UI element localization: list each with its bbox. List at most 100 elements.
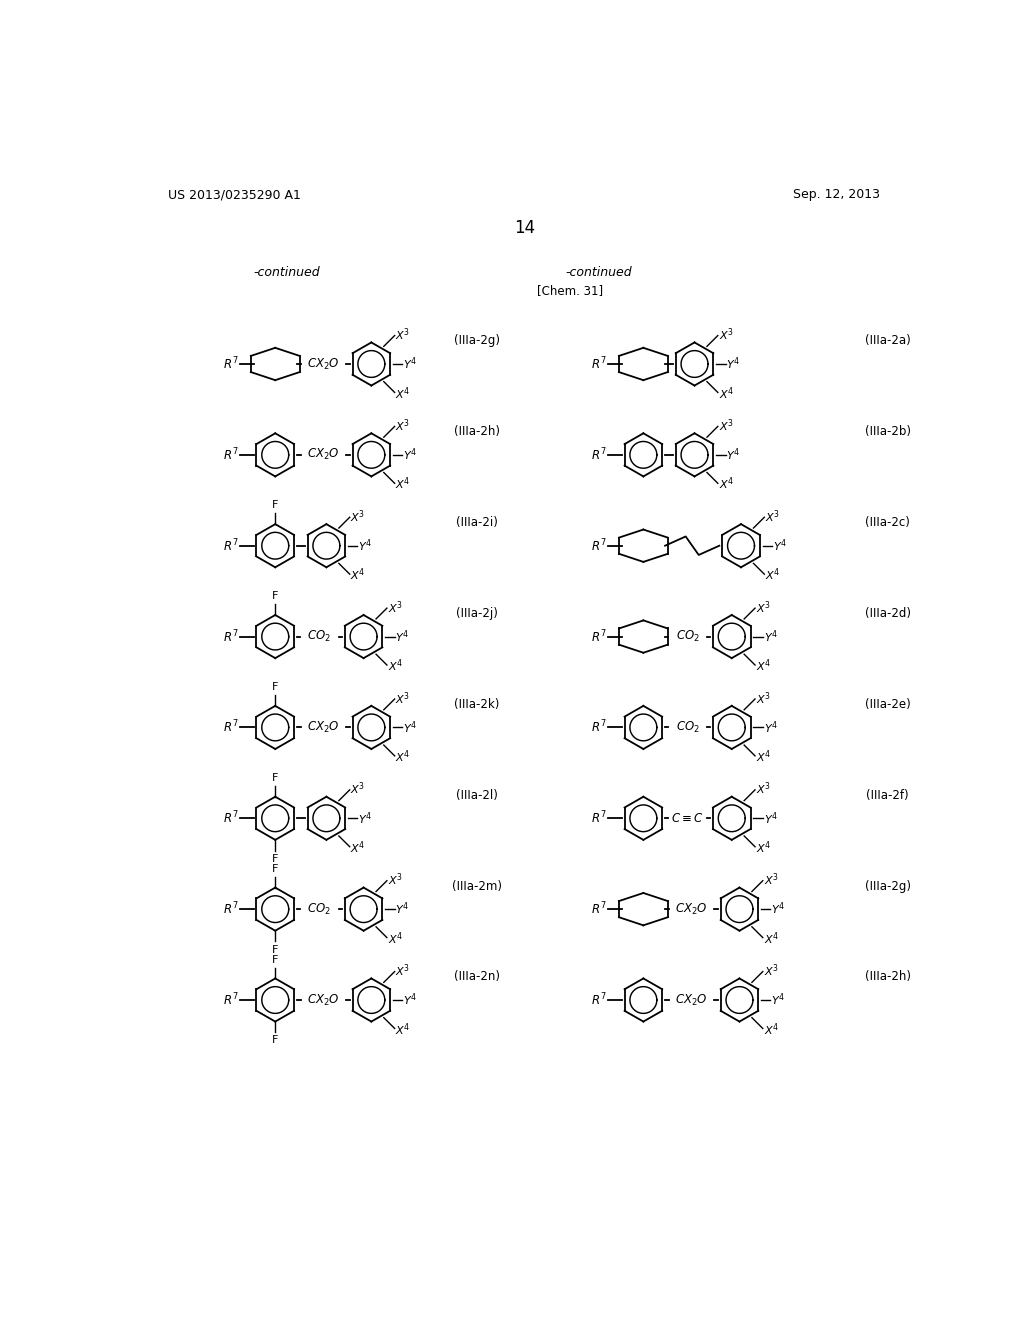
Text: $R^7$: $R^7$ [591, 900, 606, 917]
Text: $R^7$: $R^7$ [222, 355, 238, 372]
Text: F: F [272, 954, 279, 965]
Text: (IIIa-2l): (IIIa-2l) [456, 788, 498, 801]
Text: $R^7$: $R^7$ [222, 719, 238, 735]
Text: $CX_2O$: $CX_2O$ [307, 719, 340, 735]
Text: $X^4$: $X^4$ [756, 840, 771, 855]
Text: $CX_2O$: $CX_2O$ [307, 447, 340, 462]
Text: F: F [272, 863, 279, 874]
Text: F: F [272, 1035, 279, 1045]
Text: $Y^4$: $Y^4$ [395, 900, 410, 917]
Text: F: F [272, 854, 279, 863]
Text: $CO_2$: $CO_2$ [307, 902, 332, 916]
Text: (IIIa-2h): (IIIa-2h) [864, 970, 910, 983]
Text: $Y^4$: $Y^4$ [726, 355, 740, 372]
Text: [Chem. 31]: [Chem. 31] [537, 284, 603, 297]
Text: $X^4$: $X^4$ [756, 748, 771, 766]
Text: (IIIa-2j): (IIIa-2j) [456, 607, 498, 620]
Text: $Y^4$: $Y^4$ [771, 900, 785, 917]
Text: $CX_2O$: $CX_2O$ [307, 993, 340, 1007]
Text: $X^4$: $X^4$ [756, 657, 771, 675]
Text: $X^3$: $X^3$ [756, 690, 771, 706]
Text: $CO_2$: $CO_2$ [307, 630, 332, 644]
Text: $R^7$: $R^7$ [222, 900, 238, 917]
Text: Sep. 12, 2013: Sep. 12, 2013 [793, 187, 880, 201]
Text: $R^7$: $R^7$ [591, 991, 606, 1008]
Text: (IIIa-2m): (IIIa-2m) [452, 879, 502, 892]
Text: F: F [272, 591, 279, 601]
Text: (IIIa-2b): (IIIa-2b) [864, 425, 910, 438]
Text: $R^7$: $R^7$ [591, 810, 606, 826]
Text: (IIIa-2h): (IIIa-2h) [454, 425, 500, 438]
Text: (IIIa-2a): (IIIa-2a) [864, 334, 910, 347]
Text: $X^3$: $X^3$ [388, 871, 402, 888]
Text: $X^4$: $X^4$ [719, 385, 734, 401]
Text: US 2013/0235290 A1: US 2013/0235290 A1 [168, 187, 301, 201]
Text: $Y^4$: $Y^4$ [771, 991, 785, 1008]
Text: (IIIa-2g): (IIIa-2g) [864, 879, 910, 892]
Text: $Y^4$: $Y^4$ [764, 628, 777, 645]
Text: $Y^4$: $Y^4$ [395, 628, 410, 645]
Text: $Y^4$: $Y^4$ [403, 446, 417, 463]
Text: $Y^4$: $Y^4$ [358, 537, 373, 554]
Text: $R^7$: $R^7$ [222, 810, 238, 826]
Text: $R^7$: $R^7$ [222, 991, 238, 1008]
Text: $R^7$: $R^7$ [591, 628, 606, 645]
Text: $X^3$: $X^3$ [395, 690, 411, 706]
Text: $X^4$: $X^4$ [764, 1020, 779, 1038]
Text: $R^7$: $R^7$ [222, 628, 238, 645]
Text: (IIIa-2e): (IIIa-2e) [864, 698, 910, 711]
Text: $X^4$: $X^4$ [764, 931, 779, 946]
Text: $X^3$: $X^3$ [719, 417, 734, 434]
Text: $X^4$: $X^4$ [388, 657, 403, 675]
Text: $X^4$: $X^4$ [350, 840, 366, 855]
Text: (IIIa-2c): (IIIa-2c) [865, 516, 910, 529]
Text: -continued: -continued [566, 265, 633, 279]
Text: $R^7$: $R^7$ [591, 719, 606, 735]
Text: (IIIa-2i): (IIIa-2i) [456, 516, 498, 529]
Text: F: F [272, 682, 279, 692]
Text: (IIIa-2f): (IIIa-2f) [866, 788, 909, 801]
Text: $X^4$: $X^4$ [395, 475, 411, 492]
Text: F: F [272, 500, 279, 511]
Text: $CX_2O$: $CX_2O$ [307, 356, 340, 371]
Text: $Y^4$: $Y^4$ [403, 991, 417, 1008]
Text: $X^3$: $X^3$ [764, 962, 778, 979]
Text: $X^3$: $X^3$ [395, 962, 411, 979]
Text: $X^4$: $X^4$ [350, 566, 366, 583]
Text: $X^4$: $X^4$ [395, 1020, 411, 1038]
Text: $X^3$: $X^3$ [765, 508, 780, 525]
Text: $X^4$: $X^4$ [395, 385, 411, 401]
Text: (IIIa-2g): (IIIa-2g) [454, 334, 500, 347]
Text: $Y^4$: $Y^4$ [358, 810, 373, 826]
Text: $X^3$: $X^3$ [756, 599, 771, 615]
Text: $R^7$: $R^7$ [591, 537, 606, 554]
Text: $R^7$: $R^7$ [591, 446, 606, 463]
Text: $X^3$: $X^3$ [719, 326, 734, 343]
Text: $CX_2O$: $CX_2O$ [675, 993, 708, 1007]
Text: $CO_2$: $CO_2$ [676, 719, 699, 735]
Text: $R^7$: $R^7$ [222, 537, 238, 554]
Text: -continued: -continued [254, 265, 321, 279]
Text: $X^4$: $X^4$ [765, 566, 780, 583]
Text: $X^3$: $X^3$ [756, 780, 771, 797]
Text: $CO_2$: $CO_2$ [676, 630, 699, 644]
Text: F: F [272, 774, 279, 783]
Text: $X^3$: $X^3$ [388, 599, 402, 615]
Text: $Y^4$: $Y^4$ [403, 719, 417, 735]
Text: $R^7$: $R^7$ [222, 446, 238, 463]
Text: $X^3$: $X^3$ [350, 508, 366, 525]
Text: $X^4$: $X^4$ [388, 931, 403, 946]
Text: $X^3$: $X^3$ [395, 326, 411, 343]
Text: $Y^4$: $Y^4$ [764, 719, 777, 735]
Text: $X^4$: $X^4$ [719, 475, 734, 492]
Text: (IIIa-2k): (IIIa-2k) [454, 698, 500, 711]
Text: $R^7$: $R^7$ [591, 355, 606, 372]
Text: $C{\equiv}C$: $C{\equiv}C$ [671, 812, 703, 825]
Text: 14: 14 [514, 219, 536, 236]
Text: F: F [272, 945, 279, 954]
Text: $Y^4$: $Y^4$ [726, 446, 740, 463]
Text: $Y^4$: $Y^4$ [773, 537, 786, 554]
Text: $Y^4$: $Y^4$ [403, 355, 417, 372]
Text: (IIIa-2n): (IIIa-2n) [454, 970, 500, 983]
Text: $X^3$: $X^3$ [395, 417, 411, 434]
